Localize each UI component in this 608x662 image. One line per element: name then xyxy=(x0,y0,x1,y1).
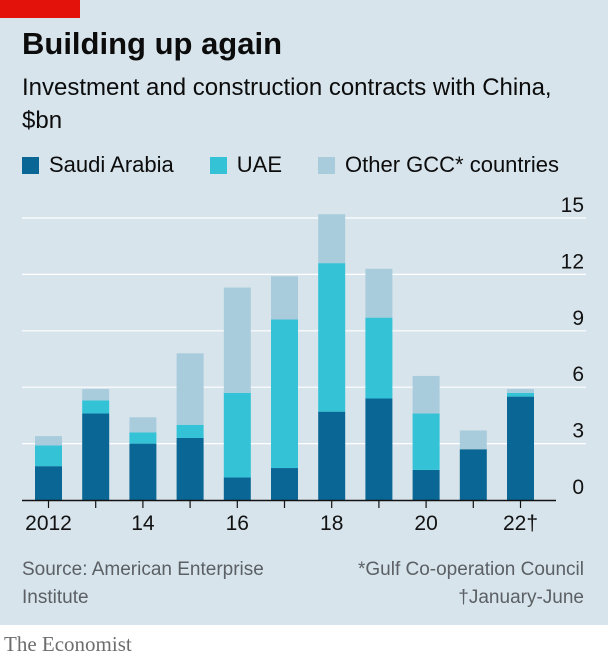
footnote-dagger: †January-June xyxy=(458,587,584,608)
x-tick-label-2020: 20 xyxy=(414,512,437,535)
bar-2014-saudi-arabia xyxy=(129,443,157,500)
bar-2021-saudi-arabia xyxy=(459,449,487,500)
bar-2022-uae xyxy=(507,392,534,397)
legend-label-uae: UAE xyxy=(236,152,283,177)
bar-2016-other-gcc-countries xyxy=(223,287,251,393)
y-tick-label-6: 6 xyxy=(572,363,584,386)
bar-2014-other-gcc-countries xyxy=(129,417,157,433)
legend-label-saudi-arabia: Saudi Arabia xyxy=(49,152,174,177)
legend: Saudi Arabia UAE Other GCC* countries xyxy=(22,150,595,180)
x-tick-label-2012: 2012 xyxy=(25,512,72,535)
bar-2015-other-gcc-countries xyxy=(176,353,204,425)
legend-swatch-saudi-arabia xyxy=(22,156,39,174)
x-tick-label-2022: 22† xyxy=(503,512,538,535)
bar-2016-saudi-arabia xyxy=(223,477,251,500)
chart-card: Building up again Investment and constru… xyxy=(0,0,608,625)
bar-2020-other-gcc-countries xyxy=(412,375,440,414)
bar-2019-other-gcc-countries xyxy=(365,268,393,318)
footnotes: *Gulf Co-operation Council †January-June xyxy=(358,556,584,612)
bar-2014-uae xyxy=(129,432,157,444)
bar-2015-uae xyxy=(176,424,204,438)
bar-2019-saudi-arabia xyxy=(365,398,393,500)
chart-title: Building up again xyxy=(22,26,283,61)
bar-2018-other-gcc-countries xyxy=(318,214,346,264)
footnote-gcc: *Gulf Co-operation Council xyxy=(357,559,584,580)
bar-2022-saudi-arabia xyxy=(507,396,534,500)
bar-2017-uae xyxy=(271,319,298,469)
bar-2013-uae xyxy=(82,400,110,414)
legend-swatch-other-gcc xyxy=(318,156,336,174)
bar-2020-saudi-arabia xyxy=(412,469,440,500)
bar-2012-other-gcc-countries xyxy=(35,436,62,446)
y-tick-label-0: 0 xyxy=(572,476,584,499)
chart-subtitle: Investment and construction contracts wi… xyxy=(22,74,552,134)
bar-2015-saudi-arabia xyxy=(176,437,204,500)
bar-2013-other-gcc-countries xyxy=(82,389,110,401)
stacked-bar-chart: 0 3 6 9 12 15 2012 14 16 18 20 22† xyxy=(22,194,586,535)
bar-2018-saudi-arabia xyxy=(318,411,346,500)
bar-2021-other-gcc-countries xyxy=(459,430,487,450)
bar-2018-uae xyxy=(318,263,346,412)
x-tick-label-2014: 14 xyxy=(131,512,155,535)
legend-label-other-gcc: Other GCC* countries xyxy=(345,152,559,177)
bar-2016-uae xyxy=(223,392,251,478)
y-tick-label-12: 12 xyxy=(561,250,584,273)
legend-item-uae: UAE xyxy=(209,152,283,178)
bar-2020-uae xyxy=(412,413,440,470)
source-note: Source: American Enterprise Institute xyxy=(22,559,264,608)
legend-swatch-uae xyxy=(209,156,227,174)
bar-2013-saudi-arabia xyxy=(82,413,110,500)
x-tick-label-2018: 18 xyxy=(320,512,343,535)
x-tick-label-2016: 16 xyxy=(226,512,249,535)
bar-2017-other-gcc-countries xyxy=(271,276,298,320)
y-tick-label-9: 9 xyxy=(572,307,584,330)
bar-2012-uae xyxy=(35,445,62,467)
legend-item-saudi-arabia: Saudi Arabia xyxy=(22,152,174,178)
y-tick-label-15: 15 xyxy=(561,194,584,217)
bar-2022-other-gcc-countries xyxy=(507,389,534,393)
bar-2017-saudi-arabia xyxy=(271,468,298,500)
economist-wordmark: The Economist xyxy=(4,632,132,656)
bar-2012-saudi-arabia xyxy=(35,466,62,500)
bar-2019-uae xyxy=(365,317,393,399)
legend-item-other-gcc: Other GCC* countries xyxy=(318,152,559,178)
y-tick-label-3: 3 xyxy=(572,420,584,443)
brand-red-tab xyxy=(0,0,80,18)
